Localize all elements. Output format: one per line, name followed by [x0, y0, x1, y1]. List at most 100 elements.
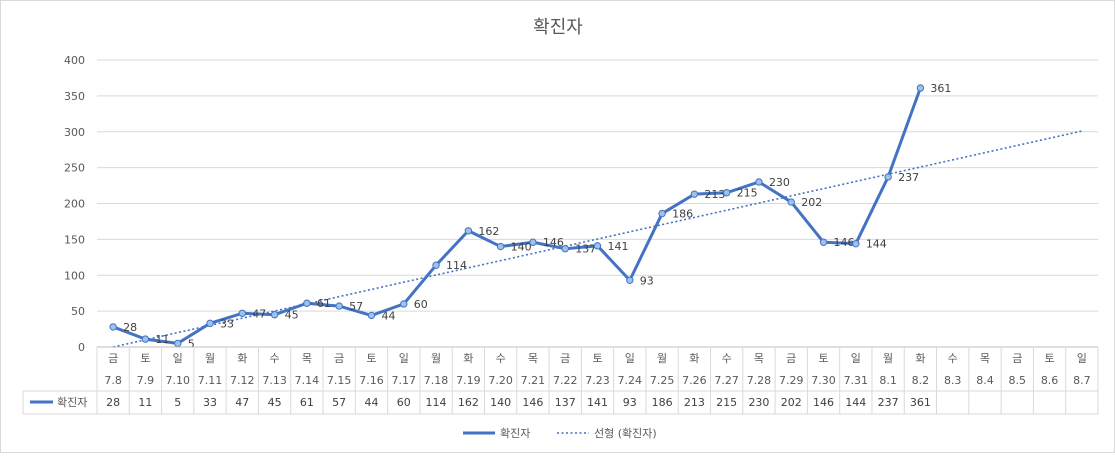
x-tick-date: 8.2 [912, 374, 930, 387]
data-label: 144 [866, 238, 887, 251]
legend-label-trendline: 선형 (확진자) [594, 427, 657, 440]
x-tick-weekday: 금 [560, 352, 570, 365]
x-tick-date: 7.12 [230, 374, 255, 387]
data-point [496, 242, 505, 251]
x-tick-date: 7.20 [488, 374, 513, 387]
table-cell-value: 230 [748, 396, 769, 409]
table-cell-value: 137 [555, 396, 576, 409]
data-label: 5 [188, 337, 195, 350]
data-point [561, 245, 569, 253]
x-tick-date: 8.7 [1073, 374, 1091, 387]
table-cell-value: 144 [845, 396, 866, 409]
x-tick-weekday: 월 [883, 352, 893, 365]
x-tick-weekday: 금 [108, 352, 118, 365]
data-point [916, 84, 925, 92]
x-tick-date: 7.21 [521, 374, 546, 387]
data-label: 33 [220, 317, 234, 330]
x-tick-weekday: 화 [915, 352, 925, 365]
x-tick-weekday: 토 [818, 352, 828, 365]
x-tick-weekday: 금 [334, 352, 344, 365]
table-cell-value: 186 [652, 396, 673, 409]
data-label: 44 [381, 309, 395, 322]
x-tick-date: 7.9 [137, 374, 155, 387]
x-tick-weekday: 목 [302, 352, 312, 365]
data-point [852, 239, 860, 248]
data-point [400, 300, 408, 308]
x-tick-date: 8.4 [976, 374, 994, 387]
table-series-name: 확진자 [57, 396, 87, 409]
data-point [755, 178, 763, 186]
x-tick-date: 7.8 [104, 374, 122, 387]
data-label: 186 [672, 208, 693, 221]
data-label: 114 [446, 259, 467, 272]
table-cell-value: 60 [397, 396, 411, 409]
table-cell-value: 45 [268, 396, 282, 409]
data-label: 93 [640, 274, 654, 287]
table-cell-value: 61 [300, 396, 314, 409]
data-point [819, 238, 828, 246]
data-label: 162 [478, 225, 499, 238]
x-tick-date: 8.5 [1009, 374, 1027, 387]
chart-title: 확진자 [533, 17, 583, 38]
table-cell-value: 146 [813, 396, 834, 409]
data-label: 61 [317, 297, 331, 310]
x-tick-date: 7.27 [714, 374, 739, 387]
x-tick-weekday: 수 [496, 352, 506, 365]
x-tick-date: 7.31 [844, 374, 869, 387]
trendline [112, 130, 1083, 348]
table-cell-value: 237 [878, 396, 899, 409]
x-tick-weekday: 수 [270, 352, 280, 365]
table-cell-value: 202 [781, 396, 802, 409]
y-tick-label: 150 [64, 233, 85, 246]
x-tick-weekday: 토 [592, 352, 602, 365]
x-tick-date: 7.18 [424, 374, 449, 387]
y-tick-label: 300 [64, 126, 85, 139]
data-point [303, 299, 311, 307]
x-tick-weekday: 일 [1077, 351, 1087, 365]
x-tick-date: 7.19 [456, 374, 481, 387]
x-tick-date: 7.14 [295, 374, 320, 387]
table-cell-value: 28 [106, 396, 120, 409]
x-tick-date: 7.15 [327, 374, 352, 387]
table-cell-value: 44 [364, 396, 378, 409]
x-tick-date: 7.22 [553, 374, 578, 387]
table-cell-value: 140 [490, 396, 511, 409]
series-layer: 28 11 5 33 47 45 61 57 44 60 114 162 140 146 137 141 93 1… [109, 82, 951, 350]
x-tick-date: 7.26 [682, 374, 707, 387]
table-cell-value: 213 [684, 396, 705, 409]
table-cell-value: 141 [587, 396, 608, 409]
data-point [787, 198, 795, 206]
data-label: 137 [575, 243, 596, 256]
x-tick-weekday: 일 [173, 351, 183, 365]
x-tick-weekday: 월 [205, 352, 215, 365]
table-cell-value: 361 [910, 396, 931, 409]
table-cell-value: 33 [203, 396, 217, 409]
data-label: 237 [898, 171, 919, 184]
y-tick-label: 100 [64, 269, 85, 282]
x-tick-date: 8.1 [879, 374, 897, 387]
data-label: 47 [252, 307, 266, 320]
y-tick-label: 0 [78, 341, 85, 354]
x-tick-date: 7.10 [165, 374, 190, 387]
x-tick-weekday: 토 [140, 352, 150, 365]
data-label: 11 [155, 333, 169, 346]
y-tick-label: 400 [64, 54, 85, 67]
x-tick-weekday: 화 [689, 352, 699, 365]
data-point [464, 227, 473, 235]
data-point [884, 173, 892, 181]
x-tick-weekday: 토 [366, 352, 376, 365]
x-tick-weekday: 화 [237, 352, 247, 365]
data-point [270, 311, 279, 319]
data-label: 146 [543, 236, 564, 249]
x-tick-date: 7.13 [262, 374, 287, 387]
data-label: 202 [801, 196, 822, 209]
data-point [141, 335, 150, 343]
data-label: 213 [704, 188, 725, 201]
y-tick-label: 350 [64, 90, 85, 103]
data-point [593, 242, 602, 250]
data-label: 140 [511, 241, 532, 254]
data-point [335, 302, 343, 310]
x-tick-weekday: 일 [625, 351, 635, 365]
data-label: 141 [608, 240, 629, 253]
